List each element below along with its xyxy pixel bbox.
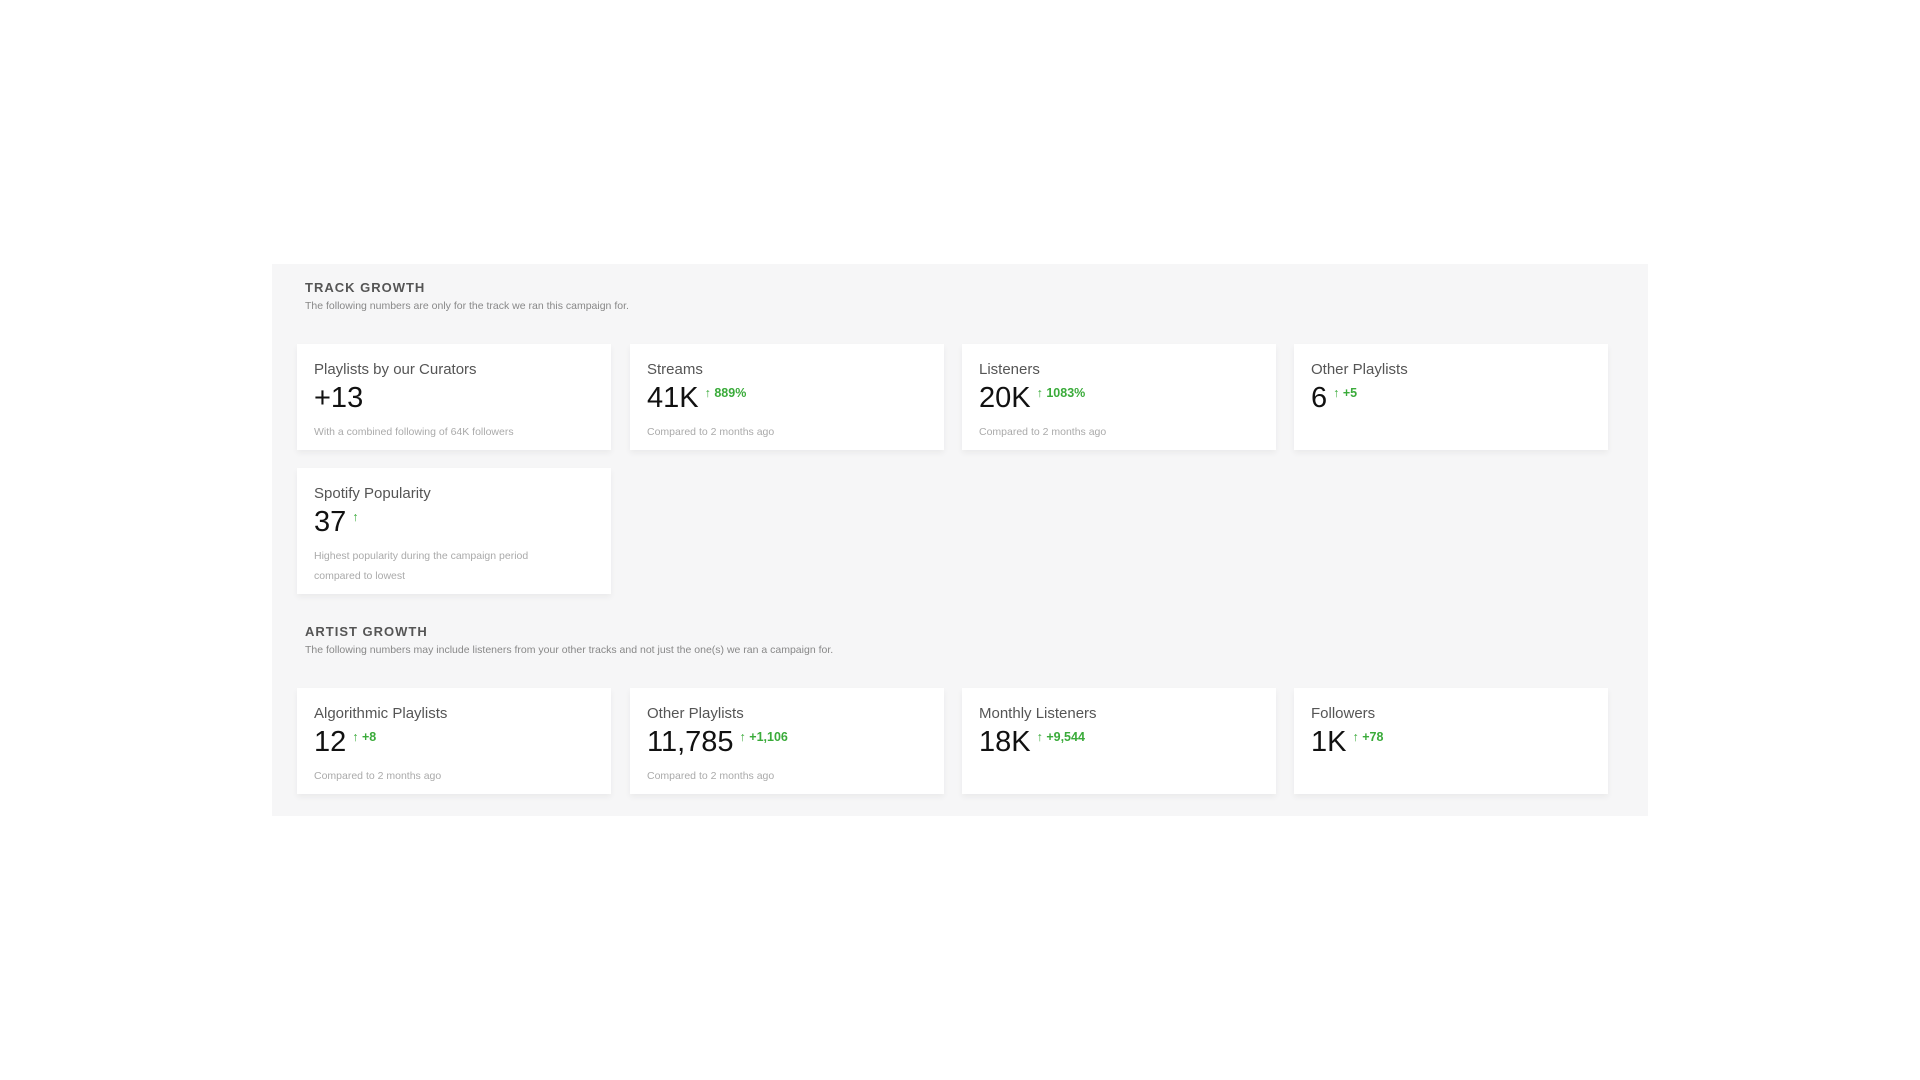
- stat-note: Compared to 2 months ago: [647, 426, 775, 438]
- stat-title: Playlists by our Curators: [314, 361, 477, 378]
- stat-value: 41K: [647, 382, 699, 414]
- stat-change: ↑ +78: [1352, 730, 1384, 744]
- stat-title: Spotify Popularity: [314, 485, 431, 502]
- stat-card: Listeners 20K ↑ 1083% Compared to 2 mont…: [962, 344, 1276, 450]
- stat-change: ↑ +8: [352, 730, 377, 744]
- stat-card: Other Playlists 11,785 ↑ +1,106 Compared…: [630, 688, 944, 794]
- stat-note: Compared to 2 months ago: [314, 770, 442, 782]
- stat-note: Highest popularity during the campaign p…: [314, 550, 529, 582]
- stat-card: Followers 1K ↑ +78: [1294, 688, 1608, 794]
- stat-title: Other Playlists: [647, 705, 744, 722]
- track-growth-title: TRACK GROWTH: [305, 280, 426, 295]
- stat-value: +13: [314, 382, 364, 414]
- stat-card: Algorithmic Playlists 12 ↑ +8 Compared t…: [297, 688, 611, 794]
- stat-value: 18K: [979, 726, 1031, 758]
- artist-growth-subtitle: The following numbers may include listen…: [305, 644, 834, 656]
- stat-change: ↑ +5: [1333, 386, 1358, 400]
- stat-title: Followers: [1311, 705, 1376, 722]
- stat-title: Monthly Listeners: [979, 705, 1097, 722]
- stat-value: 6: [1311, 382, 1328, 414]
- stat-value: 12: [314, 726, 347, 758]
- stat-note: Compared to 2 months ago: [647, 770, 775, 782]
- stat-note: With a combined following of 64K followe…: [314, 426, 514, 438]
- stat-change: ↑ 889%: [704, 386, 747, 400]
- stat-value: 1K: [1311, 726, 1347, 758]
- stat-title: Streams: [647, 361, 703, 378]
- stat-value: 20K: [979, 382, 1031, 414]
- stat-card: Other Playlists 6 ↑ +5: [1294, 344, 1608, 450]
- stat-card: Spotify Popularity 37 ↑ Highest populari…: [297, 468, 611, 594]
- artist-growth-title: ARTIST GROWTH: [305, 624, 428, 639]
- stat-note: Compared to 2 months ago: [979, 426, 1107, 438]
- stat-card: Streams 41K ↑ 889% Compared to 2 months …: [630, 344, 944, 450]
- stat-value: 37: [314, 506, 347, 538]
- stat-value: 11,785: [647, 726, 734, 758]
- stat-card: Monthly Listeners 18K ↑ +9,544: [962, 688, 1276, 794]
- stat-title: Algorithmic Playlists: [314, 705, 448, 722]
- stat-title: Other Playlists: [1311, 361, 1408, 378]
- stat-change: ↑ 1083%: [1036, 386, 1086, 400]
- stat-change: ↑ +9,544: [1036, 730, 1085, 744]
- stat-change: ↑ +1,106: [739, 730, 788, 744]
- stat-card: Playlists by our Curators +13 With a com…: [297, 344, 611, 450]
- stat-change: ↑: [352, 510, 359, 524]
- stat-title: Listeners: [979, 361, 1040, 378]
- track-growth-subtitle: The following numbers are only for the t…: [305, 300, 629, 312]
